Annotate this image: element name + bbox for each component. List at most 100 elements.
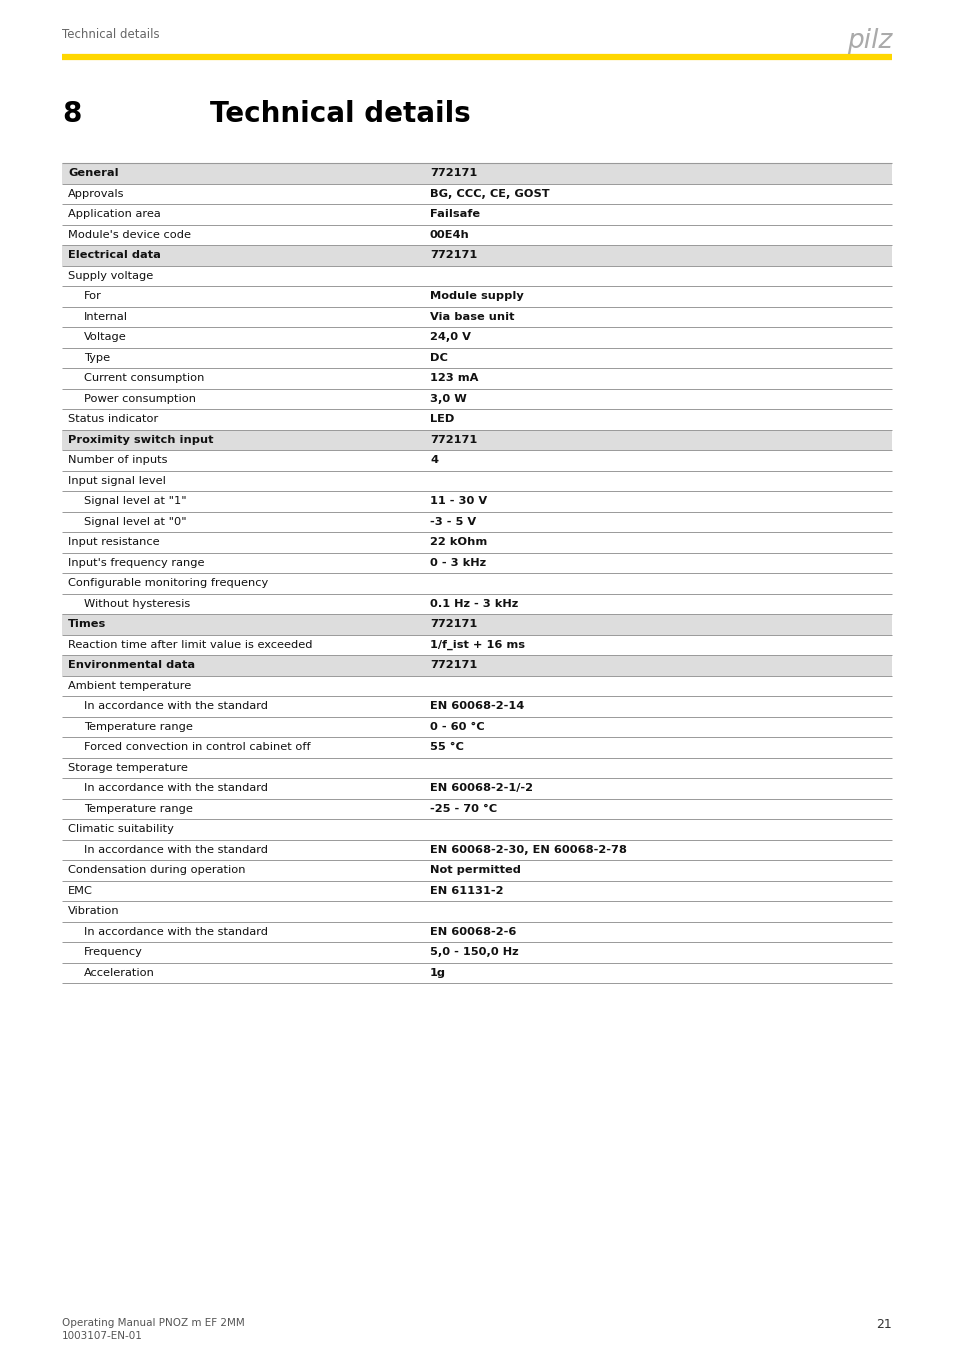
Text: Approvals: Approvals	[68, 189, 125, 198]
Text: Temperature range: Temperature range	[84, 803, 193, 814]
Bar	[62, 778, 891, 798]
Text: 0 - 60 °C: 0 - 60 °C	[430, 722, 484, 732]
Bar	[62, 819, 891, 840]
Text: 1g: 1g	[430, 968, 446, 977]
Text: Operating Manual PNOZ m EF 2MM: Operating Manual PNOZ m EF 2MM	[62, 1318, 245, 1328]
Text: 772171: 772171	[430, 435, 476, 444]
Bar	[62, 942, 891, 963]
Text: EN 60068-2-30, EN 60068-2-78: EN 60068-2-30, EN 60068-2-78	[430, 845, 626, 855]
Text: In accordance with the standard: In accordance with the standard	[84, 701, 268, 711]
Text: EMC: EMC	[68, 886, 92, 896]
Text: Forced convection in control cabinet off: Forced convection in control cabinet off	[84, 743, 311, 752]
Text: 00E4h: 00E4h	[430, 230, 469, 240]
Text: 55 °C: 55 °C	[430, 743, 463, 752]
Bar	[62, 327, 891, 347]
Text: Input resistance: Input resistance	[68, 537, 159, 547]
Text: Acceleration: Acceleration	[84, 968, 154, 977]
Text: 8: 8	[62, 100, 81, 128]
Text: Input's frequency range: Input's frequency range	[68, 558, 204, 568]
Text: 5,0 - 150,0 Hz: 5,0 - 150,0 Hz	[430, 948, 518, 957]
Bar	[62, 429, 891, 450]
Text: Status indicator: Status indicator	[68, 414, 158, 424]
Text: Current consumption: Current consumption	[84, 373, 204, 383]
Text: General: General	[68, 169, 118, 178]
Text: 3,0 W: 3,0 W	[430, 394, 466, 404]
Bar	[62, 737, 891, 757]
Text: LED: LED	[430, 414, 454, 424]
Text: 1/f_ist + 16 ms: 1/f_ist + 16 ms	[430, 640, 524, 649]
Text: 22 kOhm: 22 kOhm	[430, 537, 487, 547]
Text: 21: 21	[876, 1318, 891, 1331]
Bar	[62, 572, 891, 594]
Text: Environmental data: Environmental data	[68, 660, 195, 670]
Bar	[62, 471, 891, 491]
Text: Storage temperature: Storage temperature	[68, 763, 188, 772]
Text: Signal level at "1": Signal level at "1"	[84, 497, 187, 506]
Text: EN 60068-2-1/-2: EN 60068-2-1/-2	[430, 783, 533, 794]
Bar	[62, 840, 891, 860]
Text: Module's device code: Module's device code	[68, 230, 191, 240]
Bar	[62, 532, 891, 552]
Text: -25 - 70 °C: -25 - 70 °C	[430, 803, 497, 814]
Bar	[62, 900, 891, 922]
Bar	[62, 244, 891, 266]
Bar	[62, 634, 891, 655]
Text: Ambient temperature: Ambient temperature	[68, 680, 191, 691]
Bar	[62, 697, 891, 717]
Bar	[62, 717, 891, 737]
Text: Application area: Application area	[68, 209, 161, 219]
Bar	[62, 266, 891, 286]
Bar	[62, 184, 891, 204]
Text: Times: Times	[68, 620, 106, 629]
Bar	[62, 614, 891, 634]
Bar	[62, 224, 891, 244]
Bar	[62, 286, 891, 306]
Bar	[62, 655, 891, 675]
Bar	[62, 204, 891, 224]
Text: Input signal level: Input signal level	[68, 475, 166, 486]
Text: 772171: 772171	[430, 660, 476, 670]
Text: Climatic suitability: Climatic suitability	[68, 825, 173, 834]
Text: In accordance with the standard: In accordance with the standard	[84, 926, 268, 937]
Text: Reaction time after limit value is exceeded: Reaction time after limit value is excee…	[68, 640, 313, 649]
Text: Via base unit: Via base unit	[430, 312, 514, 321]
Text: Supply voltage: Supply voltage	[68, 271, 153, 281]
Text: Number of inputs: Number of inputs	[68, 455, 168, 466]
Bar	[62, 922, 891, 942]
Text: -3 - 5 V: -3 - 5 V	[430, 517, 476, 526]
Text: Frequency: Frequency	[84, 948, 143, 957]
Text: Module supply: Module supply	[430, 292, 523, 301]
Text: Condensation during operation: Condensation during operation	[68, 865, 245, 875]
Text: Vibration: Vibration	[68, 906, 119, 917]
Text: 772171: 772171	[430, 620, 476, 629]
Text: 1003107-EN-01: 1003107-EN-01	[62, 1331, 143, 1341]
Bar	[62, 347, 891, 369]
Bar	[62, 409, 891, 429]
Bar	[62, 163, 891, 184]
Text: 772171: 772171	[430, 169, 476, 178]
Bar	[62, 512, 891, 532]
Text: In accordance with the standard: In accordance with the standard	[84, 845, 268, 855]
Bar	[62, 306, 891, 327]
Bar	[62, 963, 891, 983]
Text: Not permitted: Not permitted	[430, 865, 520, 875]
Text: Electrical data: Electrical data	[68, 250, 161, 261]
Text: Failsafe: Failsafe	[430, 209, 479, 219]
Text: 11 - 30 V: 11 - 30 V	[430, 497, 487, 506]
Text: 0 - 3 kHz: 0 - 3 kHz	[430, 558, 486, 568]
Bar	[62, 880, 891, 900]
Bar	[62, 369, 891, 389]
Text: Proximity switch input: Proximity switch input	[68, 435, 213, 444]
Text: 123 mA: 123 mA	[430, 373, 477, 383]
Text: DC: DC	[430, 352, 447, 363]
Text: Internal: Internal	[84, 312, 128, 321]
Text: EN 61131-2: EN 61131-2	[430, 886, 503, 896]
Text: For: For	[84, 292, 102, 301]
Bar	[62, 798, 891, 819]
Text: 0.1 Hz - 3 kHz: 0.1 Hz - 3 kHz	[430, 599, 517, 609]
Bar	[62, 860, 891, 880]
Text: 772171: 772171	[430, 250, 476, 261]
Text: Voltage: Voltage	[84, 332, 127, 343]
Bar	[62, 757, 891, 778]
Text: Power consumption: Power consumption	[84, 394, 195, 404]
